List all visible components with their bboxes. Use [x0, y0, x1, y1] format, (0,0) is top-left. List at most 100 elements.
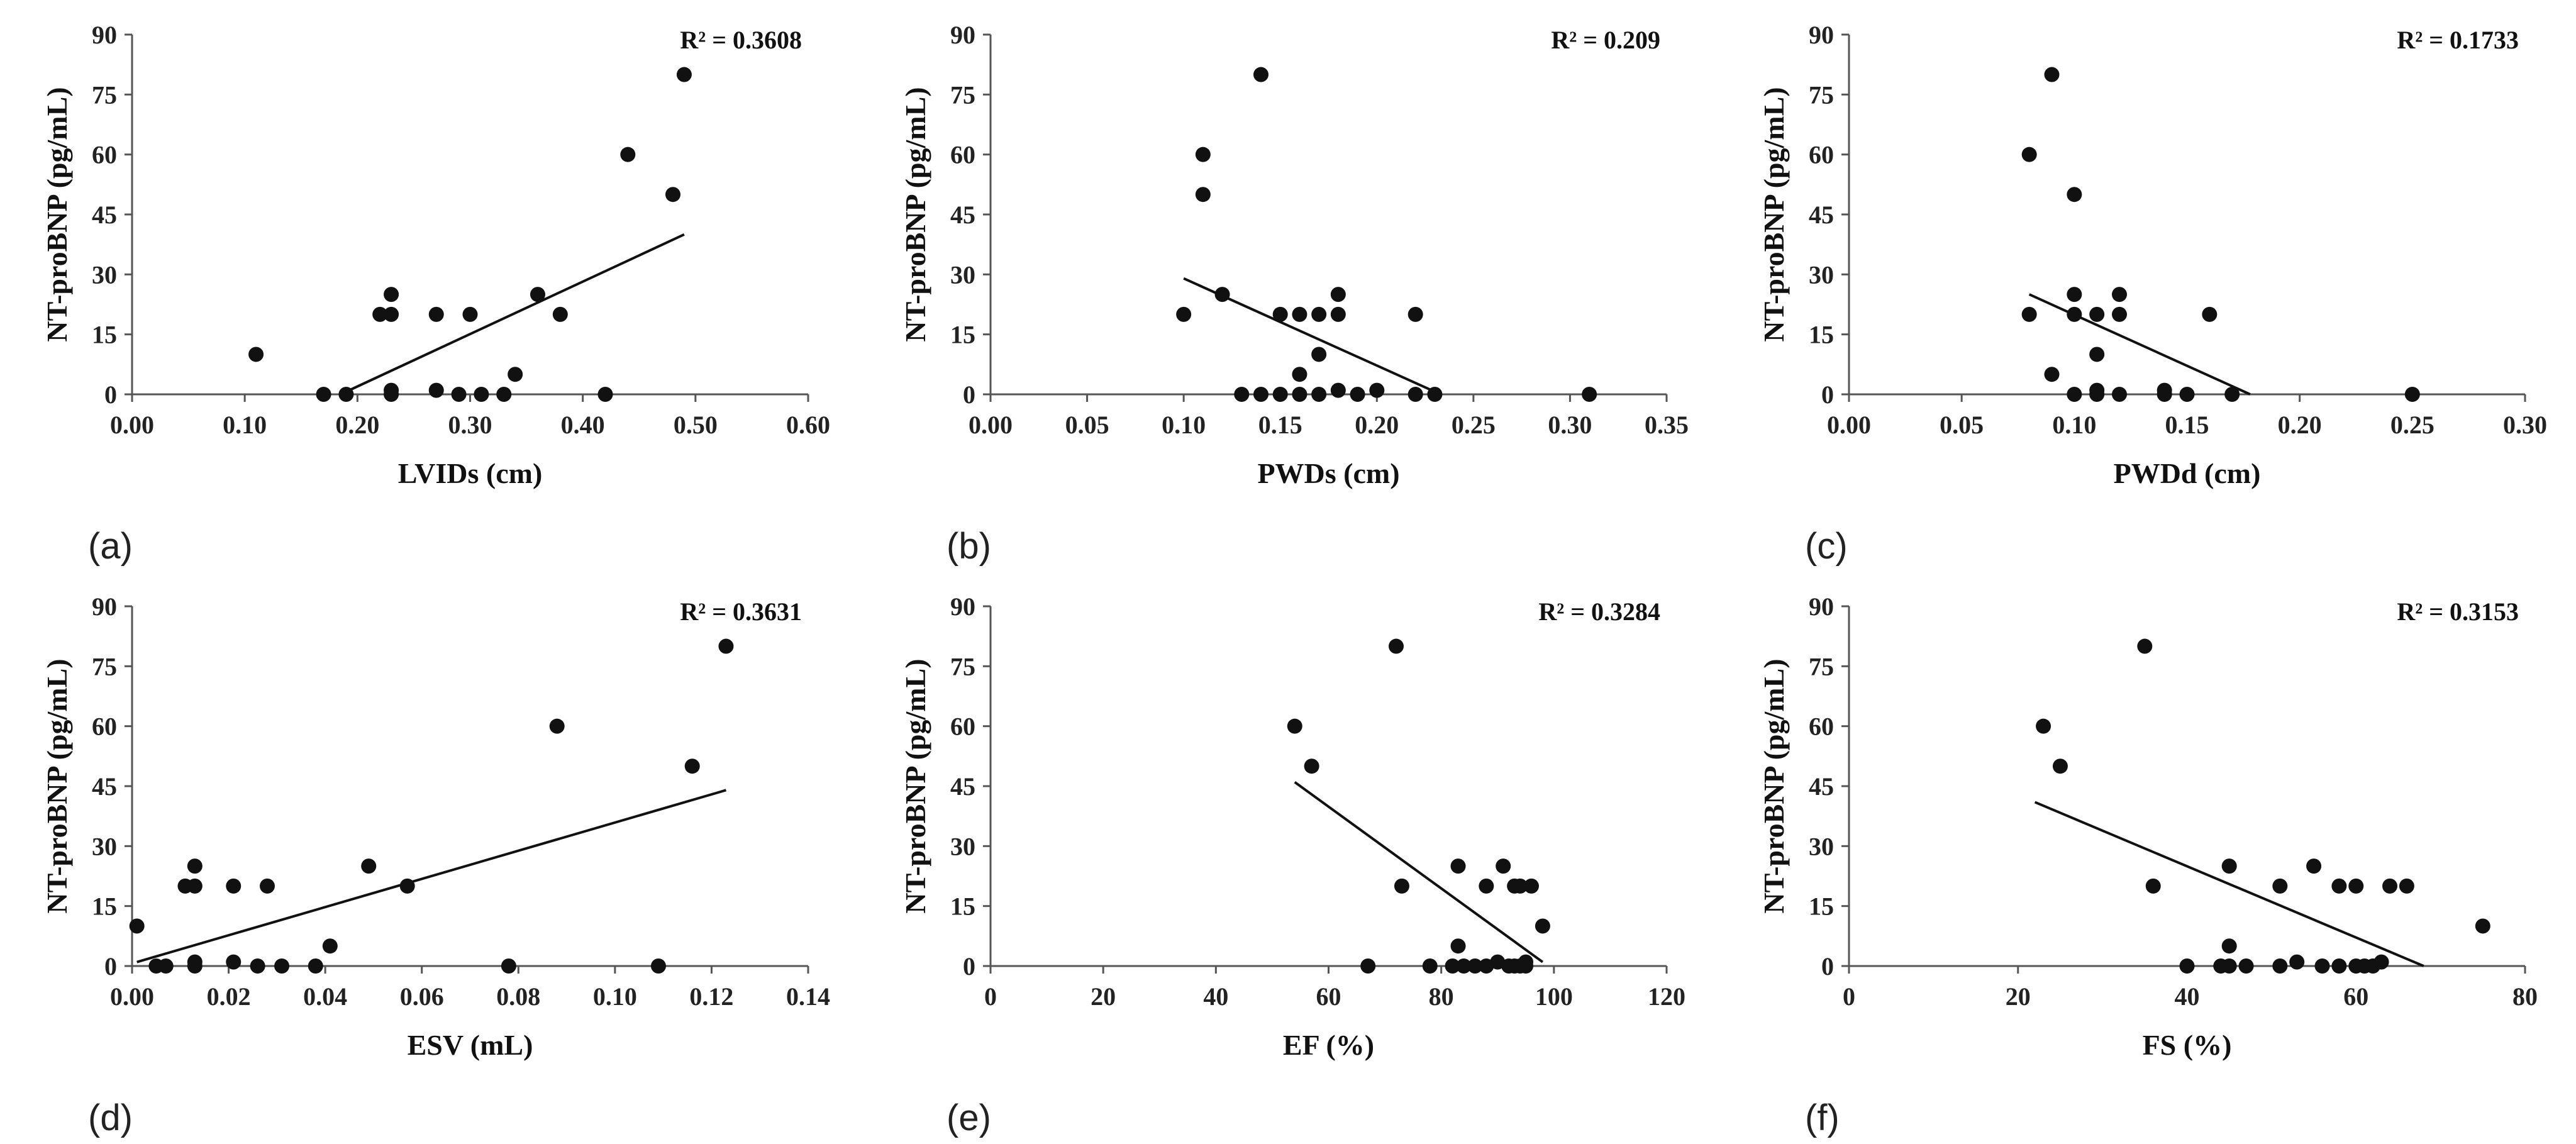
x-tick-label: 0.50 [674, 411, 718, 439]
data-point [665, 187, 680, 203]
data-point [1176, 306, 1192, 322]
y-axis-title: NT-proBNP (pg/mL) [1758, 658, 1790, 913]
data-point [2382, 878, 2397, 894]
y-tick-label: 0 [104, 380, 117, 409]
data-point [2221, 938, 2237, 954]
data-point [2272, 878, 2288, 894]
y-tick-label: 30 [92, 832, 117, 860]
x-tick-label: 0.25 [2390, 411, 2434, 439]
y-tick-label: 90 [92, 592, 117, 621]
data-point [1330, 287, 1346, 303]
x-tick-label: 0.14 [786, 982, 830, 1011]
x-tick-label: 40 [1203, 982, 1228, 1011]
data-point [552, 306, 568, 322]
y-tick-label: 90 [1809, 21, 1834, 49]
scatter-panel-d: 0 15 30 45 60 75 90 0.00 0.02 0.04 0.06 0.08 0.10 0.1… [0, 572, 858, 1143]
panel-label: (b) [947, 526, 991, 567]
data-point [1407, 306, 1423, 322]
scatter-panel-a: 0 15 30 45 60 75 90 0.00 0.10 0.20 0.30 0.40 0.50 0.6… [0, 0, 858, 572]
scatter-panel-b: 0 15 30 45 60 75 90 0.00 0.05 0.10 0.15 0.20 0.25 0.3… [858, 0, 1717, 572]
data-point [597, 387, 613, 402]
data-point [684, 758, 700, 774]
x-tick-label: 20 [1091, 982, 1116, 1011]
data-point [1292, 306, 1307, 322]
data-point [1582, 387, 1597, 402]
data-point [2145, 878, 2161, 894]
data-point [1518, 958, 1534, 974]
data-point [2157, 387, 2172, 402]
x-tick-label: 0.00 [110, 411, 154, 439]
data-point [2202, 306, 2218, 322]
y-tick-label: 75 [950, 652, 975, 680]
data-point [428, 306, 444, 322]
y-tick-label: 15 [92, 892, 117, 921]
y-tick-label: 75 [950, 81, 975, 109]
scatter-plot-d: 0 15 30 45 60 75 90 0.00 0.02 0.04 0.06 0.08 0.10 0.1… [41, 592, 830, 1138]
data-point [187, 858, 203, 874]
x-tick-label: 0.15 [1258, 411, 1302, 439]
x-tick-label: 0.10 [593, 982, 637, 1011]
trendline [2028, 293, 2251, 396]
y-tick-label: 0 [963, 380, 975, 409]
x-tick-label: 0.10 [223, 411, 267, 439]
x-tick-label: 0.00 [1827, 411, 1871, 439]
y-axis-title: NT-proBNP (pg/mL) [899, 658, 931, 913]
data-point [2475, 918, 2490, 934]
data-point [260, 878, 275, 894]
data-point [399, 878, 415, 894]
x-tick-label: 0.20 [335, 411, 379, 439]
data-point [1394, 878, 1409, 894]
scatter-panel-f: 0 15 30 45 60 75 90 0 20 40 60 80 FS (%) NT-proBNP (p… [1717, 572, 2575, 1143]
x-axis-title: EF (%) [1283, 1029, 1374, 1061]
data-point [1287, 718, 1302, 734]
x-tick-label: 0.12 [689, 982, 733, 1011]
y-tick-label: 90 [950, 592, 975, 621]
data-point [676, 67, 692, 82]
data-point [384, 287, 399, 303]
data-point [322, 938, 338, 954]
data-point [187, 958, 203, 974]
x-tick-label: 0.40 [561, 411, 605, 439]
data-point [2331, 958, 2347, 974]
data-point [496, 387, 512, 402]
data-point [1304, 758, 1319, 774]
data-point [1350, 387, 1365, 402]
data-point [1360, 958, 1376, 974]
y-tick-label: 60 [1809, 713, 1834, 741]
scatter-plot-f: 0 15 30 45 60 75 90 0 20 40 60 80 FS (%) NT-proBNP (p… [1758, 592, 2538, 1138]
scatter-plot-c: 0 15 30 45 60 75 90 0.00 0.05 0.10 0.15 0.20 0.25 0.3… [1758, 21, 2547, 567]
data-point [1450, 938, 1466, 954]
data-point [2052, 758, 2068, 774]
data-point [2137, 638, 2153, 654]
data-point [338, 387, 354, 402]
x-tick-label: 0.35 [1645, 411, 1689, 439]
data-point [2089, 347, 2105, 362]
data-point [1330, 306, 1346, 322]
r-squared-label: R² = 0.3631 [680, 597, 802, 626]
data-point [2404, 387, 2420, 402]
x-axis-title: PWDd (cm) [2114, 457, 2261, 489]
r-squared-label: R² = 0.209 [1551, 26, 1660, 54]
data-point [1272, 306, 1288, 322]
x-tick-label: 0.60 [786, 411, 830, 439]
data-point [1272, 387, 1288, 402]
panel-label: (e) [947, 1097, 991, 1138]
y-tick-label: 30 [1809, 832, 1834, 860]
x-tick-label: 0.05 [1940, 411, 1984, 439]
x-tick-label: 0.20 [2278, 411, 2322, 439]
data-point [549, 718, 565, 734]
data-point [2179, 958, 2195, 974]
y-tick-label: 45 [92, 772, 117, 801]
x-tick-label: 0.10 [1162, 411, 1206, 439]
x-tick-label: 0.20 [1355, 411, 1399, 439]
x-tick-label: 80 [1429, 982, 1454, 1011]
data-point [2044, 367, 2060, 382]
data-point [2373, 954, 2389, 970]
data-point [2021, 147, 2037, 162]
x-tick-label: 80 [2512, 982, 2538, 1011]
x-tick-label: 0.30 [2503, 411, 2547, 439]
y-tick-label: 60 [1809, 141, 1834, 169]
y-tick-label: 0 [963, 952, 975, 980]
y-tick-label: 0 [1821, 380, 1834, 409]
data-point [2272, 958, 2288, 974]
